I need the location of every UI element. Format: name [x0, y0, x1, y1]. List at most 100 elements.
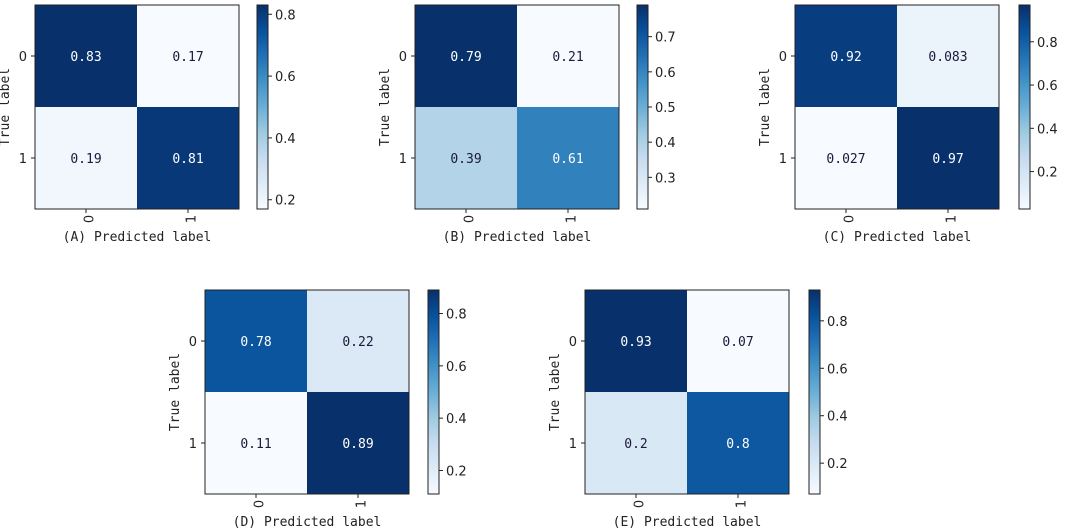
y-tick-label: 1: [399, 152, 407, 167]
cell-r1-c0: [415, 107, 517, 209]
cell-r0-c0: [585, 290, 687, 392]
panel-a: 0.83 0.17 0.19 0.81 0 1 0 1 (A) Predicted label T…: [0, 4, 296, 245]
x-axis-label: (C) Predicted label: [823, 230, 972, 245]
y-tick-label: 1: [19, 152, 27, 167]
colorbar-tick-label: 0.8: [446, 308, 467, 323]
colorbar-tick-label: 0.6: [275, 70, 296, 85]
x-tick-label: 1: [355, 500, 370, 508]
colorbar-tick-label: 0.6: [446, 360, 467, 375]
cell-value: 0.93: [620, 335, 651, 350]
cell-value: 0.2: [624, 437, 647, 452]
colorbar-tick-label: 0.4: [275, 132, 296, 147]
colorbar-tick-label: 0.6: [655, 66, 676, 81]
x-axis-label: (D) Predicted label: [233, 515, 382, 530]
y-axis-label: True label: [548, 353, 563, 431]
colorbar-tick-label: 0.6: [1037, 79, 1058, 94]
colorbar-tick-label: 0.5: [655, 101, 676, 116]
cell-r0-c0: [795, 5, 897, 107]
cell-r0-c1: [307, 290, 409, 392]
colorbar: [1018, 4, 1031, 210]
cell-r1-c1: [687, 392, 789, 494]
y-axis-label: True label: [758, 68, 773, 146]
axes-frame: [414, 4, 620, 210]
cell-r0-c1: [517, 5, 619, 107]
colorbar: [808, 289, 821, 495]
panel-c: 0.92 0.083 0.027 0.97 0 1 0 1 (C) Predicted labe…: [758, 4, 1058, 245]
colorbar-tick-label: 0.3: [655, 171, 676, 186]
y-tick-label: 0: [569, 335, 577, 350]
colorbar: [256, 4, 269, 210]
cell-value: 0.027: [826, 152, 865, 167]
colorbar-tick-label: 0.8: [1037, 36, 1058, 51]
x-tick-label: 0: [843, 215, 858, 223]
cell-r1-c0: [795, 107, 897, 209]
y-axis-label: True label: [0, 68, 13, 146]
cell-value: 0.81: [172, 152, 203, 167]
cell-value: 0.79: [450, 50, 481, 65]
x-tick-label: 0: [83, 215, 98, 223]
x-tick-label: 1: [735, 500, 750, 508]
y-axis-label: True label: [168, 353, 183, 431]
panel-b: 0.79 0.21 0.39 0.61 0 1 0 1 (B) Predicted label T…: [378, 4, 676, 245]
cell-value: 0.39: [450, 152, 481, 167]
cell-value: 0.97: [932, 152, 963, 167]
colorbar-tick-label: 0.4: [1037, 122, 1058, 137]
colorbar: [427, 289, 440, 495]
cell-value: 0.17: [172, 50, 203, 65]
axes-frame: [794, 4, 1000, 210]
cell-r1-c1: [137, 107, 239, 209]
colorbar-tick-label: 0.4: [827, 410, 848, 425]
cell-r0-c1: [137, 5, 239, 107]
y-axis-label: True label: [378, 68, 393, 146]
x-tick-label: 1: [185, 215, 200, 223]
axes-frame: [34, 4, 240, 210]
cell-value: 0.8: [726, 437, 749, 452]
cell-r1-c0: [205, 392, 307, 494]
x-axis-label: (E) Predicted label: [613, 515, 762, 530]
panel-d: 0.78 0.22 0.11 0.89 0 1 0 1 (D) Predicted label T…: [168, 289, 467, 530]
y-tick-label: 1: [189, 437, 197, 452]
cell-r1-c0: [35, 107, 137, 209]
colorbar-tick-label: 0.6: [827, 362, 848, 377]
cell-value: 0.83: [70, 50, 101, 65]
cell-r0-c1: [897, 5, 999, 107]
y-tick-label: 0: [779, 50, 787, 65]
x-tick-label: 1: [945, 215, 960, 223]
x-tick-label: 0: [253, 500, 268, 508]
x-tick-label: 1: [565, 215, 580, 223]
cell-value: 0.78: [240, 335, 271, 350]
colorbar-tick-label: 0.2: [446, 464, 467, 479]
cell-value: 0.21: [552, 50, 583, 65]
cell-r1-c1: [517, 107, 619, 209]
colorbar-tick-label: 0.8: [275, 8, 296, 23]
colorbar-tick-label: 0.2: [1037, 166, 1058, 181]
colorbar-tick-label: 0.2: [275, 194, 296, 209]
x-tick-label: 0: [463, 215, 478, 223]
colorbar: [636, 4, 649, 210]
cell-r1-c0: [585, 392, 687, 494]
cell-r0-c0: [205, 290, 307, 392]
colorbar-tick-label: 0.7: [655, 31, 676, 46]
axes-frame: [204, 289, 410, 495]
y-tick-label: 0: [189, 335, 197, 350]
cell-value: 0.11: [240, 437, 271, 452]
colorbar-tick-label: 0.2: [827, 457, 848, 472]
x-tick-label: 0: [633, 500, 648, 508]
x-axis-label: (B) Predicted label: [443, 230, 592, 245]
y-tick-label: 0: [399, 50, 407, 65]
y-tick-label: 0: [19, 50, 27, 65]
colorbar-tick-label: 0.8: [827, 315, 848, 330]
cell-value: 0.07: [722, 335, 753, 350]
y-tick-label: 1: [569, 437, 577, 452]
cell-value: 0.083: [928, 50, 967, 65]
cell-r1-c1: [307, 392, 409, 494]
cell-r1-c1: [897, 107, 999, 209]
cell-r0-c0: [415, 5, 517, 107]
cell-r0-c1: [687, 290, 789, 392]
cell-value: 0.89: [342, 437, 373, 452]
x-axis-label: (A) Predicted label: [63, 230, 212, 245]
cell-value: 0.92: [830, 50, 861, 65]
colorbar-tick-label: 0.4: [446, 412, 467, 427]
colorbar-tick-label: 0.4: [655, 136, 676, 151]
